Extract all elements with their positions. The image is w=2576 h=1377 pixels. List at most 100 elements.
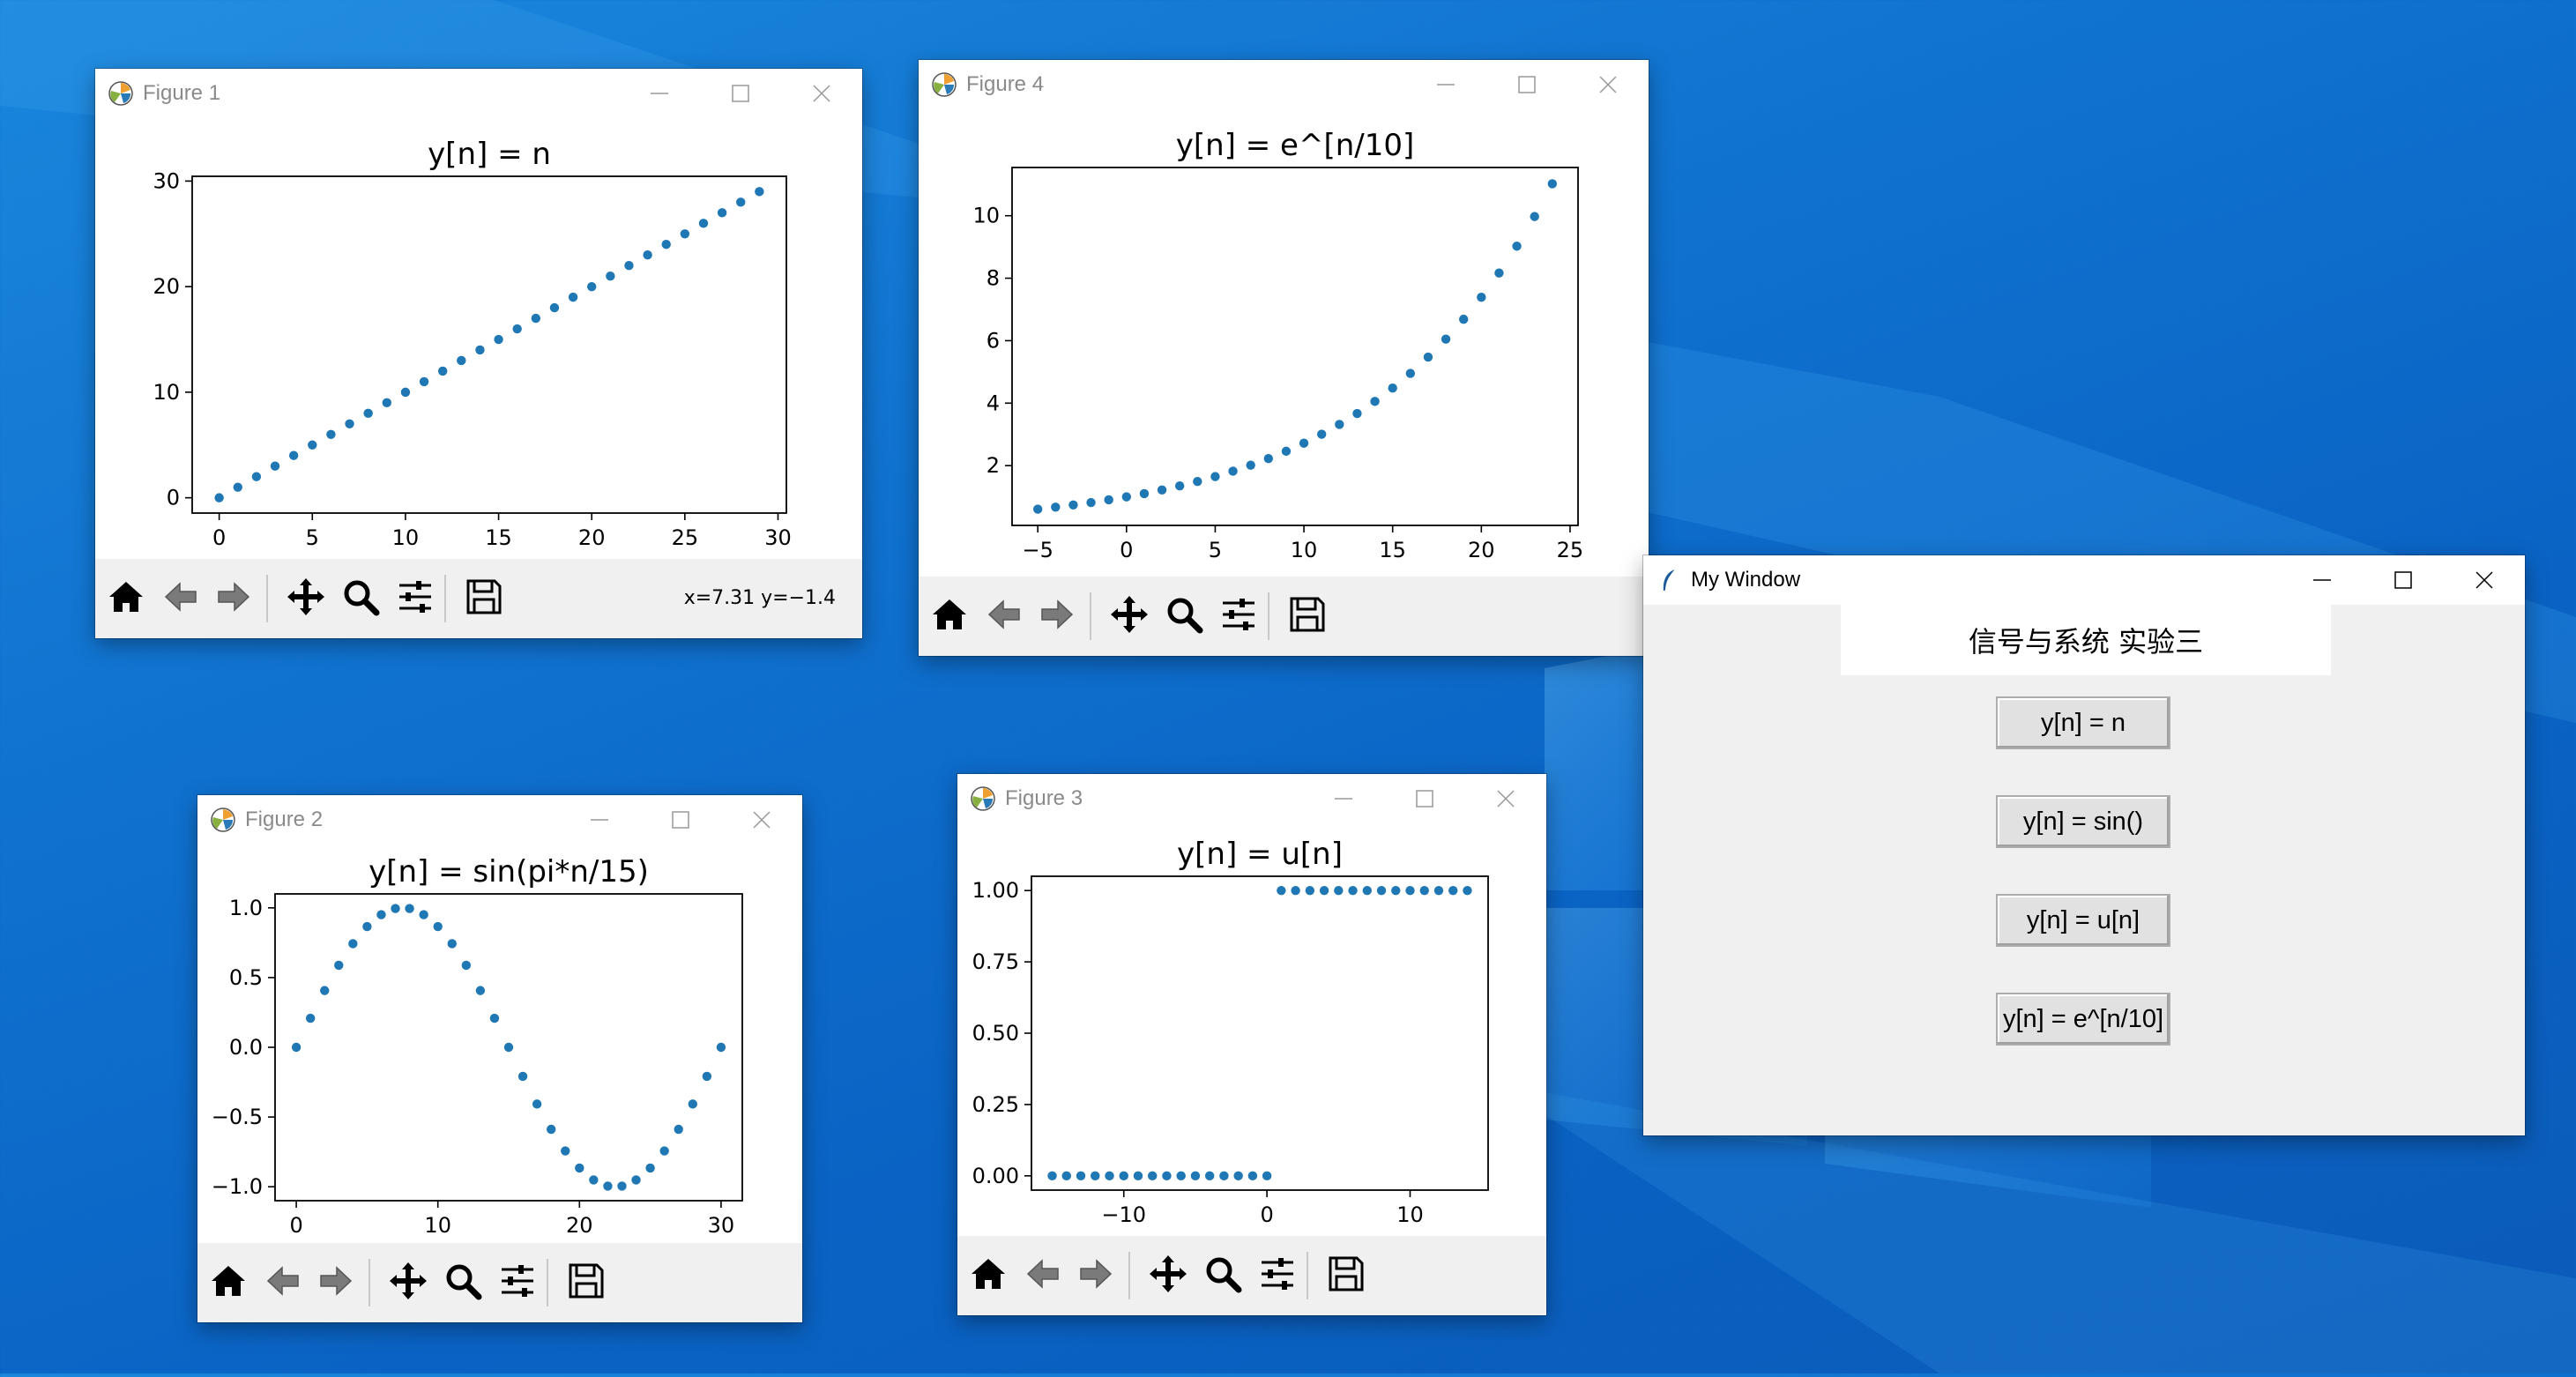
maximize-button[interactable]	[1486, 60, 1567, 109]
figure-canvas[interactable]: y[n] = u[n] −10 0 10 0.00 0.25 0.50 0.75 1.00	[957, 823, 1546, 1241]
zoom-icon	[1206, 1257, 1242, 1293]
data-point	[755, 187, 764, 197]
pan-button[interactable]	[1143, 1248, 1194, 1299]
zoom-button[interactable]	[335, 571, 386, 622]
data-point	[1233, 1171, 1243, 1181]
home-icon	[212, 1266, 245, 1296]
plot-n-button[interactable]: y[n] = n	[1996, 696, 2170, 749]
zoom-icon	[446, 1264, 482, 1300]
forward-button[interactable]	[1031, 589, 1083, 640]
maximize-button[interactable]	[700, 69, 781, 118]
data-point	[1405, 885, 1415, 896]
chart-title: y[n] = u[n]	[1177, 837, 1343, 872]
close-button[interactable]	[2444, 555, 2525, 605]
save-button[interactable]	[1282, 589, 1333, 640]
data-point	[531, 313, 541, 324]
save-button[interactable]	[458, 571, 510, 622]
maximize-icon	[2394, 571, 2412, 589]
y-tick-label: 0.00	[972, 1164, 1019, 1188]
title-bar[interactable]: Figure 3	[957, 774, 1546, 823]
data-point	[1458, 314, 1469, 324]
forward-button[interactable]	[1070, 1248, 1121, 1299]
zoom-button[interactable]	[437, 1255, 488, 1306]
data-point	[698, 219, 709, 228]
maximize-icon	[672, 811, 689, 829]
data-point	[1246, 460, 1255, 470]
zoom-button[interactable]	[1158, 589, 1210, 640]
save-button[interactable]	[561, 1255, 612, 1306]
figure-canvas[interactable]: y[n] = sin(pi*n/15) 0 10 20 30 −1.0 −0.5 0.0 0.5…	[197, 845, 802, 1252]
window-title: Figure 1	[143, 81, 221, 105]
home-button[interactable]	[101, 571, 152, 622]
home-button[interactable]	[924, 589, 975, 640]
minimize-button[interactable]	[2282, 555, 2363, 605]
y-tick-label: 0.25	[972, 1092, 1019, 1117]
data-point	[305, 1013, 316, 1023]
x-tick-label: 0	[212, 525, 226, 550]
title-bar[interactable]: My Window	[1643, 555, 2525, 605]
data-point	[1419, 885, 1429, 896]
data-point	[376, 910, 386, 919]
close-icon	[1599, 76, 1617, 93]
x-tick-label: 20	[1468, 538, 1495, 562]
forward-button[interactable]	[310, 1255, 361, 1306]
subplots-button[interactable]	[390, 571, 441, 622]
minimize-button[interactable]	[559, 795, 640, 845]
figure-canvas[interactable]: y[n] = n 0 5 10 15 20 25 30 0 10 20 30	[95, 118, 862, 577]
data-point	[549, 302, 560, 313]
figure-2-window[interactable]: Figure 2 y[n] = sin(pi*n/15) 0 10 20 30 −1.0 −0…	[197, 795, 802, 1322]
zoom-button[interactable]	[1197, 1248, 1248, 1299]
home-button[interactable]	[963, 1248, 1014, 1299]
navigation-toolbar	[197, 1243, 802, 1322]
figure-canvas[interactable]: y[n] = e^[n/10] −5 0 5 10 15 20 25 2 4 6 8 10	[919, 109, 1649, 585]
pan-button[interactable]	[383, 1255, 434, 1306]
close-button[interactable]	[781, 69, 862, 118]
subplots-button[interactable]	[1213, 589, 1264, 640]
maximize-button[interactable]	[1384, 774, 1465, 823]
minimize-button[interactable]	[619, 69, 700, 118]
back-button[interactable]	[155, 571, 206, 622]
toolbar-separator	[1128, 1252, 1130, 1299]
close-button[interactable]	[721, 795, 802, 845]
plot-frame	[1031, 875, 1489, 1191]
data-point	[320, 986, 330, 995]
data-point	[587, 281, 597, 292]
title-bar[interactable]: Figure 2	[197, 795, 802, 845]
save-button[interactable]	[1321, 1248, 1372, 1299]
back-button[interactable]	[257, 1255, 309, 1306]
title-bar[interactable]: Figure 1	[95, 69, 862, 118]
maximize-button[interactable]	[640, 795, 721, 845]
forward-button[interactable]	[208, 571, 259, 622]
subplots-button[interactable]	[492, 1255, 543, 1306]
maximize-button[interactable]	[2363, 555, 2444, 605]
my-window[interactable]: My Window 信号与系统 实验三 y[n] = n y[n] = sin(…	[1643, 555, 2525, 1135]
back-button[interactable]	[1017, 1248, 1068, 1299]
figure-3-window[interactable]: Figure 3 y[n] = u[n] −10 0 10 0.00 0.25 0.50 0.7…	[957, 774, 1546, 1315]
minimize-button[interactable]	[1303, 774, 1384, 823]
close-button[interactable]	[1567, 60, 1649, 109]
pan-button[interactable]	[280, 571, 331, 622]
data-point	[1219, 1171, 1229, 1181]
back-button[interactable]	[979, 589, 1030, 640]
pan-button[interactable]	[1104, 589, 1155, 640]
data-point	[1423, 352, 1433, 362]
plot-exp-button[interactable]: y[n] = e^[n/10]	[1996, 993, 2170, 1046]
minimize-button[interactable]	[1405, 60, 1486, 109]
title-bar[interactable]: Figure 4	[919, 60, 1649, 109]
data-point	[1190, 1171, 1201, 1181]
data-point	[1352, 408, 1362, 419]
minimize-icon	[651, 93, 668, 94]
data-point	[345, 419, 354, 429]
plot-sin-button[interactable]: y[n] = sin()	[1996, 795, 2170, 848]
subplots-button[interactable]	[1252, 1248, 1303, 1299]
toolbar-separator	[369, 1259, 370, 1306]
canvas-background	[197, 845, 802, 1252]
data-point	[233, 482, 242, 492]
home-button[interactable]	[203, 1255, 254, 1306]
figure-4-window[interactable]: Figure 4 y[n] = e^[n/10] −5 0 5 10 15 20 25 2 4 6 8 1…	[919, 60, 1649, 656]
close-button[interactable]	[1465, 774, 1546, 823]
data-point	[1463, 885, 1472, 896]
plot-unit-step-button[interactable]: y[n] = u[n]	[1996, 894, 2170, 947]
figure-1-window[interactable]: Figure 1 y[n] = n 0 5 10 15 20 25 30 0 10 20 30 x=7.3…	[95, 69, 862, 638]
maximize-icon	[732, 85, 749, 102]
